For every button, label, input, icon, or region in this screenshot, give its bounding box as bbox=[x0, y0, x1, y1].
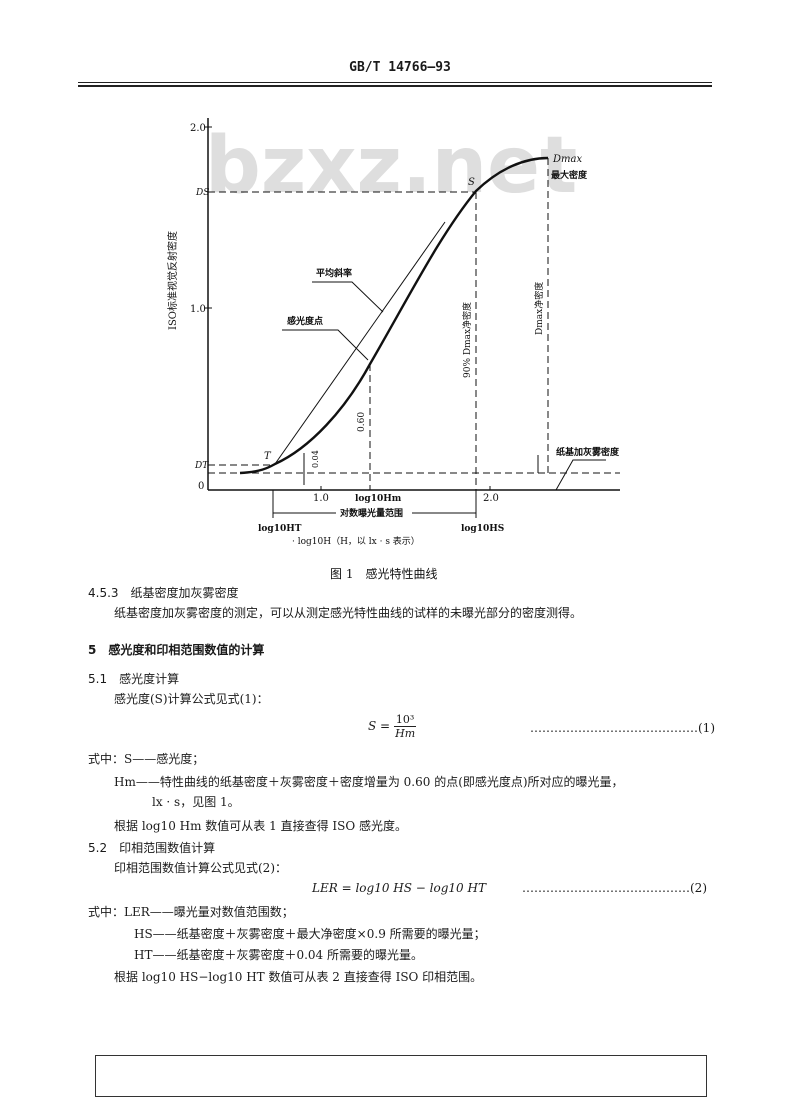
y-tick-label-0: 0 bbox=[198, 481, 204, 492]
where-hs: HS——纸基密度＋灰雾密度＋最大净密度×0.9 所需要的曝光量； bbox=[134, 927, 486, 941]
avg-slope-label: 平均斜率 bbox=[316, 267, 352, 279]
speed-point-leader bbox=[282, 329, 369, 361]
section-5-1-note: 根据 log10 Hm 数值可从表 1 直接查得 ISO 感光度。 bbox=[114, 819, 407, 833]
base-fog-label: 纸基加灰雾密度 bbox=[556, 446, 620, 458]
dmax-label: Dmax bbox=[552, 154, 582, 165]
ninety-pct-dmax-label: 90% Dmax净密度 bbox=[461, 302, 473, 378]
section-5-1-title: 5.1 感光度计算 bbox=[88, 672, 180, 686]
y-axis-title: ISO标准视觉反射密度 bbox=[166, 231, 179, 330]
t-point-label: T bbox=[264, 451, 272, 462]
section-5-2-intro: 印相范围数值计算公式见式(2)： bbox=[114, 861, 287, 875]
log-hs-label: log10HS bbox=[461, 524, 504, 534]
characteristic-curve-figure: bzxz.net 2.0 1.0 0 1.0 2.0 ISO标准视觉反射密度 D… bbox=[166, 118, 620, 581]
equation-1-number: ……………………………………(1) bbox=[530, 721, 715, 735]
x-tick-label-2: 2.0 bbox=[483, 493, 499, 504]
average-slope-line bbox=[274, 221, 446, 465]
equation-1: S = 10³ Hm bbox=[368, 713, 417, 740]
eq1-denominator: Hm bbox=[395, 727, 416, 740]
y-tick-label-2: 2.0 bbox=[190, 123, 206, 134]
y-tick-label-1: 1.0 bbox=[190, 304, 206, 315]
characteristic-curve bbox=[239, 156, 549, 475]
range-label: 对数曝光量范围 bbox=[340, 507, 403, 519]
standard-number-header: GB/T 14766—93 bbox=[349, 60, 451, 75]
where-ler: 式中：LER——曝光量对数值范围数； bbox=[88, 905, 294, 919]
equation-2: LER = log10 HS − log10 HT bbox=[312, 881, 486, 895]
header-rule-top bbox=[78, 82, 712, 83]
delta-004-label: 0.04 bbox=[311, 450, 320, 468]
watermark: bzxz.net bbox=[205, 121, 577, 211]
log-ht-label: log10HT bbox=[258, 524, 302, 534]
section-4-5-3-title: 4.5.3 纸基密度加灰雾密度 bbox=[88, 586, 239, 600]
x-tick-label-1: 1.0 bbox=[313, 493, 329, 504]
figure-caption: 图 1 感光特性曲线 bbox=[330, 566, 437, 581]
log-hm-label: log10Hm bbox=[355, 494, 402, 504]
where-ht: HT——纸基密度＋灰雾密度＋0.04 所需要的曝光量。 bbox=[134, 948, 424, 962]
section-5-1-intro: 感光度(S)计算公式见式(1)： bbox=[114, 692, 269, 706]
where-hm-cont: lx · s，见图 1。 bbox=[152, 795, 240, 809]
speed-point-label: 感光度点 bbox=[287, 315, 323, 327]
base-fog-leader bbox=[555, 459, 606, 491]
section-5-title: 5 感光度和印相范围数值的计算 bbox=[88, 643, 265, 657]
section-5-2-note: 根据 log10 HS−log10 HT 数值可从表 2 直接查得 ISO 印相… bbox=[114, 970, 483, 984]
eq1-lhs: S = bbox=[368, 719, 391, 733]
max-density-label: 最大密度 bbox=[551, 169, 588, 181]
where-s: 式中：S——感光度； bbox=[88, 752, 205, 766]
x-axis-title: · log10H（H，以 lx · s 表示） bbox=[292, 535, 420, 547]
eq1-numerator: 10³ bbox=[393, 713, 417, 727]
where-hm: Hm——特性曲线的纸基密度＋灰雾密度＋密度增量为 0.60 的点(即感光度点)所… bbox=[114, 775, 624, 789]
dt-label: DT bbox=[194, 461, 209, 471]
section-4-5-3-text: 纸基密度加灰雾密度的测定，可以从测定感光特性曲线的试样的未曝光部分的密度测得。 bbox=[114, 606, 583, 620]
avg-slope-leader bbox=[312, 281, 384, 313]
delta-060-label: 0.60 bbox=[357, 412, 367, 432]
dmax-net-label: Dmax净密度 bbox=[533, 282, 545, 335]
equation-2-number: ……………………………………(2) bbox=[522, 881, 707, 895]
s-point-label: S bbox=[468, 177, 475, 188]
section-5-2-title: 5.2 印相范围数值计算 bbox=[88, 841, 216, 855]
header-rule-bottom bbox=[78, 85, 712, 87]
ds-label: DS bbox=[195, 188, 209, 198]
